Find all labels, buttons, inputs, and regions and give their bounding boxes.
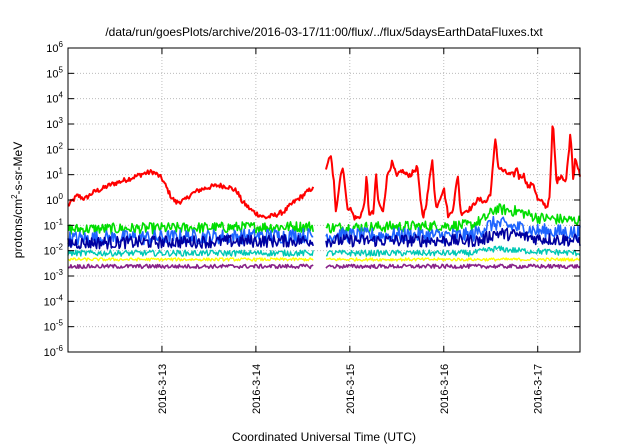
x-tick-label: 2016-3-17 [533,364,545,414]
x-tick-label: 2016-3-16 [439,364,451,414]
grid-lines [68,48,580,352]
y-axis-label: protons/cm2-s-sr-MeV [10,142,25,258]
x-tick-label: 2016-3-14 [251,364,263,414]
y-tick-label: 105 [46,65,63,80]
y-axis-label-rest: -s-sr-MeV [11,142,25,195]
y-tick-label: 102 [46,141,63,156]
y-tick-label: 10-1 [44,217,64,232]
series-line-3 [67,227,581,250]
series-line-4 [67,245,581,257]
y-tick-label: 106 [46,40,63,55]
series-line-0 [67,125,581,221]
y-tick-label: 101 [46,167,63,182]
x-tick-label: 2016-3-15 [345,364,357,414]
y-tick-label: 10-5 [44,319,64,334]
y-tick-label: 10-6 [44,344,64,359]
y-axis-label-sup: 2 [10,194,19,199]
y-axis: 10-6 10-5 10-4 10-3 10-2 10-1 100 101 102 103 104 1… [44,40,580,359]
y-tick-label: 103 [46,116,63,131]
y-tick-label: 100 [46,192,63,207]
x-tick-label: 2016-3-13 [157,364,169,414]
x-axis-label: Coordinated Universal Time (UTC) [232,430,416,444]
y-tick-label: 10-2 [44,243,64,258]
series-line-5 [67,257,581,262]
series-lines [67,125,581,270]
y-axis-label-base: protons/cm [11,199,25,258]
y-tick-label: 10-3 [44,268,64,283]
chart-title: /data/run/goesPlots/archive/2016-03-17/1… [105,25,543,39]
y-tick-label: 10-4 [44,293,64,308]
y-tick-label: 104 [46,91,63,106]
series-line-6 [67,263,581,270]
x-axis: 2016-3-13 2016-3-14 2016-3-15 2016-3-16 2016… [157,48,545,414]
